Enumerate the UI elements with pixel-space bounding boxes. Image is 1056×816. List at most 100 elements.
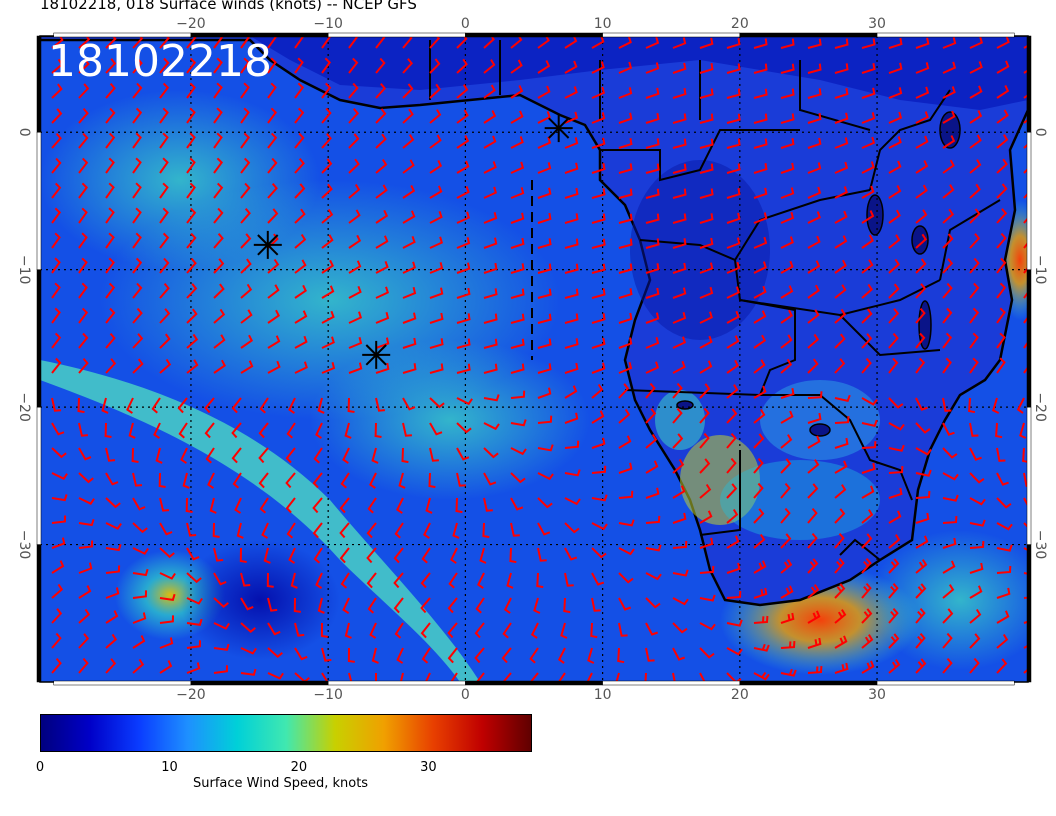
wind-barb	[267, 57, 277, 74]
wind-barb	[996, 232, 1007, 249]
wind-barb	[699, 213, 714, 224]
wind-barb	[342, 597, 350, 614]
wind-barb	[240, 233, 252, 249]
wind-barb	[699, 113, 714, 124]
wind-barb	[996, 109, 1009, 124]
wind-barb	[294, 284, 307, 299]
wind-barb	[834, 662, 849, 674]
wind-barb	[321, 647, 332, 662]
wind-barb	[537, 313, 552, 324]
wind-barb	[51, 182, 62, 199]
wind-barb	[105, 358, 117, 374]
wind-barb	[563, 597, 571, 614]
wind-barb	[153, 422, 161, 439]
wind-barb	[375, 673, 377, 682]
wind-barb	[294, 208, 306, 224]
wind-barb	[780, 533, 792, 549]
wind-barb	[78, 585, 92, 599]
wind-barb	[429, 83, 441, 99]
wind-barb	[159, 207, 169, 224]
wind-barb	[726, 562, 741, 574]
wind-barb	[501, 647, 512, 664]
lon-label-top: −10	[313, 16, 343, 32]
wind-barb	[915, 583, 927, 599]
wind-barb	[618, 408, 631, 424]
wind-barb	[213, 665, 228, 674]
wind-barb	[483, 447, 499, 459]
wind-barb	[699, 335, 713, 349]
wind-barb	[753, 409, 766, 424]
wind-barb	[591, 61, 605, 74]
wind-barb	[348, 36, 359, 49]
wind-barb	[996, 257, 1007, 274]
wind-barb	[753, 285, 767, 299]
wind-barb	[726, 535, 740, 549]
wind-barb	[753, 88, 768, 99]
wind-barb	[429, 363, 444, 374]
wind-barb	[456, 84, 469, 99]
wind-barb	[159, 232, 170, 249]
wind-barb	[564, 263, 579, 274]
wind-barb	[726, 647, 743, 656]
wind-barb	[267, 107, 278, 124]
wind-barb	[618, 547, 635, 556]
wind-barb	[888, 659, 901, 674]
wind-barb	[834, 358, 846, 374]
wind-barb	[456, 447, 470, 461]
wind-barb	[186, 333, 199, 349]
wind-barb	[483, 84, 496, 99]
wind-barb	[51, 133, 62, 149]
wind-barb	[340, 472, 350, 489]
wind-barb	[456, 186, 470, 199]
wind-barb	[834, 635, 848, 649]
frame-bar	[1026, 269, 1032, 408]
wind-barb	[186, 308, 198, 324]
wind-barb	[132, 568, 149, 577]
wind-barb	[267, 258, 280, 274]
wind-barb	[888, 283, 900, 299]
wind-barb	[105, 157, 115, 174]
wind-barb	[834, 284, 847, 299]
wind-barb	[807, 235, 821, 249]
wind-barb	[213, 57, 223, 74]
wind-barb	[672, 382, 683, 399]
wind-barb	[699, 510, 713, 524]
wind-barb	[286, 522, 296, 539]
wind-barb	[564, 338, 579, 349]
wind-barb	[369, 622, 377, 639]
wind-barb	[942, 560, 956, 574]
wind-barb	[483, 161, 497, 174]
wind-barb	[204, 397, 215, 414]
wind-barb	[807, 483, 819, 499]
wind-barb	[618, 213, 633, 224]
wind-barb	[861, 283, 874, 299]
wind-barb	[51, 157, 62, 174]
wind-barb	[398, 472, 406, 489]
wind-barb	[510, 161, 525, 174]
wind-barb	[402, 422, 412, 437]
wind-barb	[105, 658, 117, 674]
wind-barb	[132, 658, 145, 674]
wind-barb	[78, 207, 88, 224]
wind-barb	[672, 113, 687, 124]
wind-barb	[915, 160, 929, 174]
wind-barb	[1019, 422, 1027, 439]
wind-barb	[996, 208, 1008, 224]
wind-barb	[51, 515, 67, 524]
wind-barb	[861, 259, 874, 274]
wind-barb	[834, 557, 845, 574]
wind-barb	[699, 262, 714, 274]
wind-barb	[942, 86, 956, 99]
wind-barb	[618, 361, 633, 374]
wind-barb	[560, 622, 568, 639]
wind-barb	[132, 257, 143, 274]
wind-barb	[105, 587, 120, 599]
wind-barb	[807, 637, 822, 649]
wind-barb	[159, 257, 170, 274]
wind-barb	[699, 537, 714, 549]
wind-barb	[213, 572, 227, 586]
lat-labels-left: 0 −10 −20 −30	[16, 128, 32, 560]
wind-barb	[537, 522, 551, 536]
wind-barb	[564, 497, 581, 506]
wind-barb	[645, 36, 660, 49]
